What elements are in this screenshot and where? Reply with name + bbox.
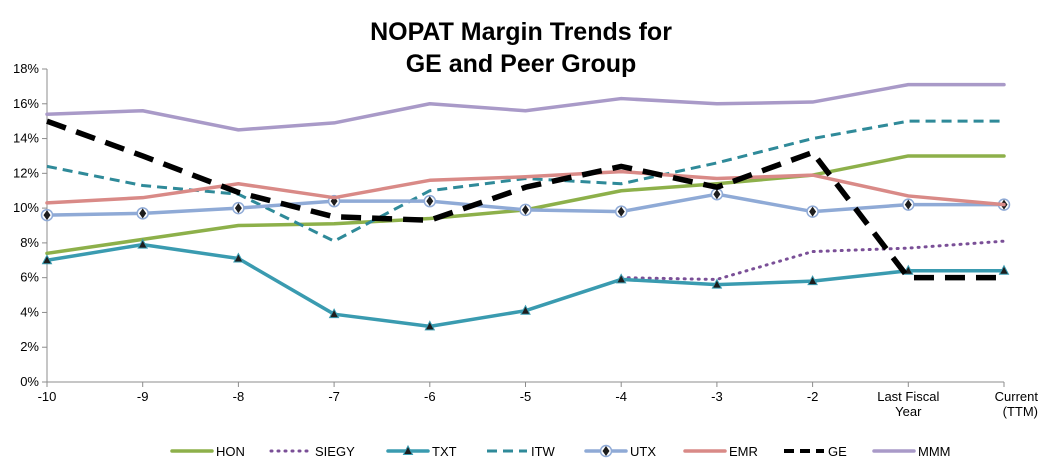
y-tick-label: 12% bbox=[13, 165, 39, 180]
series-utx-marker bbox=[522, 204, 529, 215]
x-tick-label: -9 bbox=[137, 389, 149, 404]
series-txt-marker bbox=[328, 308, 340, 319]
series-siegy bbox=[619, 239, 1006, 281]
legend-item-itw: ITW bbox=[487, 444, 556, 459]
chart-title-line: NOPAT Margin Trends for bbox=[370, 18, 672, 46]
legend-item-hon: HON bbox=[170, 444, 245, 459]
x-tick-label: Current bbox=[995, 389, 1039, 404]
series-group bbox=[40, 82, 1011, 331]
y-tick-label: 10% bbox=[13, 200, 39, 215]
legend-utx-marker bbox=[602, 446, 610, 456]
y-tick-label: 18% bbox=[13, 61, 39, 76]
y-tick-label: 6% bbox=[20, 270, 39, 285]
series-txt-marker bbox=[137, 238, 149, 249]
legend-label-mmm: MMM bbox=[918, 444, 951, 459]
legend-label-siegy: SIEGY bbox=[315, 444, 355, 459]
x-tick-label: Last Fiscal bbox=[877, 389, 939, 404]
legend-item-siegy: SIEGY bbox=[269, 444, 355, 459]
series-ge-line bbox=[46, 118, 1004, 281]
legend-item-mmm: MMM bbox=[872, 444, 951, 459]
legend-item-ge: GE bbox=[784, 444, 847, 459]
series-itw-line bbox=[46, 119, 1004, 243]
series-utx-marker bbox=[426, 196, 434, 207]
series-itw bbox=[46, 119, 1004, 243]
series-utx-marker bbox=[139, 208, 147, 219]
legend-label-ge: GE bbox=[828, 444, 847, 459]
series-txt-marker bbox=[520, 304, 531, 315]
x-tick-label: (TTM) bbox=[1003, 404, 1038, 419]
series-utx-marker bbox=[904, 199, 912, 210]
legend-label-utx: UTX bbox=[630, 444, 656, 459]
x-tick-label: -8 bbox=[233, 389, 245, 404]
legend-item-emr: EMR bbox=[683, 444, 758, 459]
legend-label-emr: EMR bbox=[729, 444, 758, 459]
series-txt-marker bbox=[41, 254, 53, 265]
x-tick-label: -3 bbox=[711, 389, 723, 404]
legend-label-txt: TXT bbox=[432, 444, 457, 459]
legend-label-hon: HON bbox=[216, 444, 245, 459]
legend-label-itw: ITW bbox=[531, 444, 556, 459]
chart-title-line: GE and Peer Group bbox=[406, 50, 637, 78]
x-tick-label: -7 bbox=[328, 389, 340, 404]
legend: HON SIEGY TXT ITW UTX EMR GE MMM bbox=[170, 444, 951, 459]
series-txt-marker bbox=[711, 278, 723, 289]
series-utx bbox=[40, 187, 1011, 222]
legend-item-utx: UTX bbox=[584, 444, 656, 459]
legend-txt-marker bbox=[402, 444, 414, 455]
x-tick-label: -5 bbox=[520, 389, 532, 404]
x-tick-label: Year bbox=[895, 404, 922, 419]
series-utx-marker bbox=[809, 206, 817, 217]
series-emr-line bbox=[45, 169, 1006, 207]
y-tick-label: 4% bbox=[20, 304, 39, 319]
axes: 0% 2% 4% 6% 8% 10% 12% 14% 16% 18% -10 -9 -8 -7 -6 -5 -4… bbox=[13, 61, 1038, 419]
series-txt bbox=[41, 238, 1010, 331]
series-utx-marker bbox=[617, 206, 625, 217]
y-tick-label: 0% bbox=[20, 374, 39, 389]
series-siegy-line bbox=[619, 239, 1006, 281]
x-tick-label: -2 bbox=[807, 389, 819, 404]
series-utx-marker bbox=[43, 210, 51, 221]
series-txt-marker bbox=[233, 252, 244, 263]
chart-title: NOPAT Margin Trends for GE and Peer Group bbox=[370, 18, 672, 78]
legend-item-txt: TXT bbox=[386, 444, 457, 459]
x-tick-label: -6 bbox=[424, 389, 436, 404]
series-utx-marker bbox=[713, 189, 721, 200]
series-mmm bbox=[45, 82, 1006, 132]
y-tick-label: 14% bbox=[13, 131, 39, 146]
series-utx-marker bbox=[234, 203, 242, 214]
series-emr bbox=[45, 169, 1006, 207]
x-tick-label: -10 bbox=[38, 389, 57, 404]
series-ge bbox=[46, 118, 1004, 281]
y-tick-label: 2% bbox=[20, 339, 39, 354]
series-txt-marker bbox=[424, 320, 436, 331]
y-tick-label: 16% bbox=[13, 96, 39, 111]
series-txt-marker bbox=[615, 273, 627, 284]
series-txt-marker bbox=[807, 275, 818, 286]
series-mmm-line bbox=[45, 82, 1006, 132]
series-txt-marker bbox=[998, 264, 1010, 275]
x-tick-label: -4 bbox=[615, 389, 627, 404]
y-tick-label: 8% bbox=[20, 235, 39, 250]
